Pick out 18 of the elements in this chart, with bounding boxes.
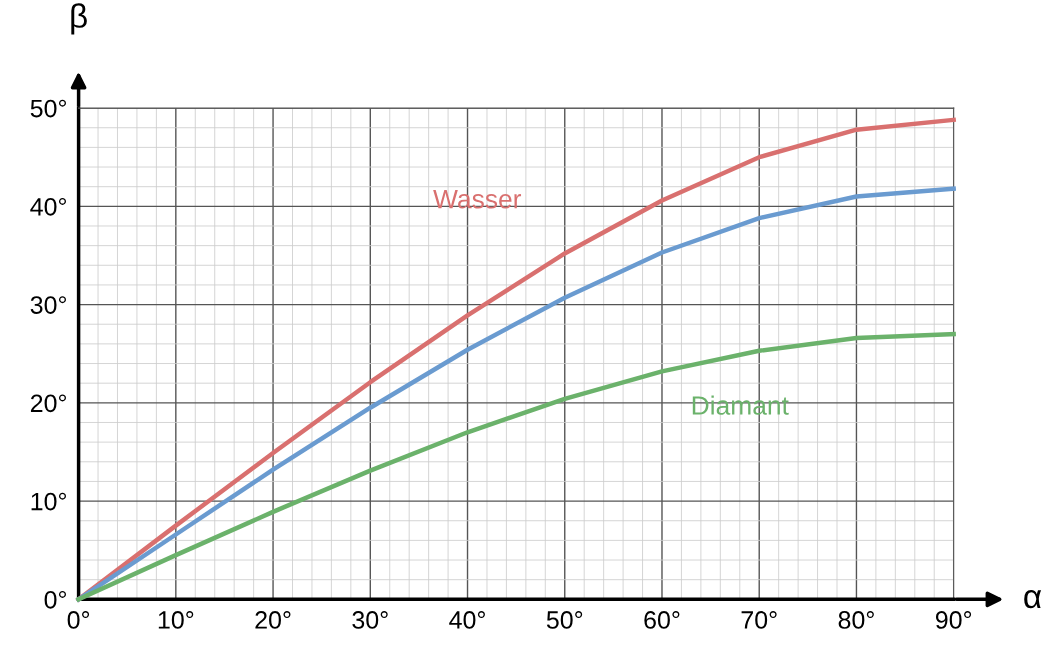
x-tick-label: 10° (158, 611, 194, 629)
x-tick-label: 40° (449, 611, 485, 629)
x-tick-label: 20° (255, 611, 291, 629)
x-tick-label: 30° (352, 611, 388, 629)
y-tick-label: 20° (30, 394, 66, 413)
x-axis-title: α (1024, 590, 1042, 609)
x-tick-label: 80° (838, 611, 874, 629)
y-axis-title: β (71, 3, 87, 35)
x-tick-label: 60° (644, 611, 680, 629)
y-tick-label: 40° (30, 197, 66, 216)
y-tick-label: 50° (30, 99, 66, 118)
x-tick-label: 90° (935, 611, 972, 629)
y-tick-label: 10° (31, 492, 66, 511)
x-tick-label: 0° (67, 611, 90, 629)
x-tick-label: 70° (741, 611, 777, 629)
y-tick-label: 30° (30, 296, 66, 314)
y-tick-label: 0° (44, 590, 66, 609)
x-tick-label: 50° (546, 611, 583, 629)
